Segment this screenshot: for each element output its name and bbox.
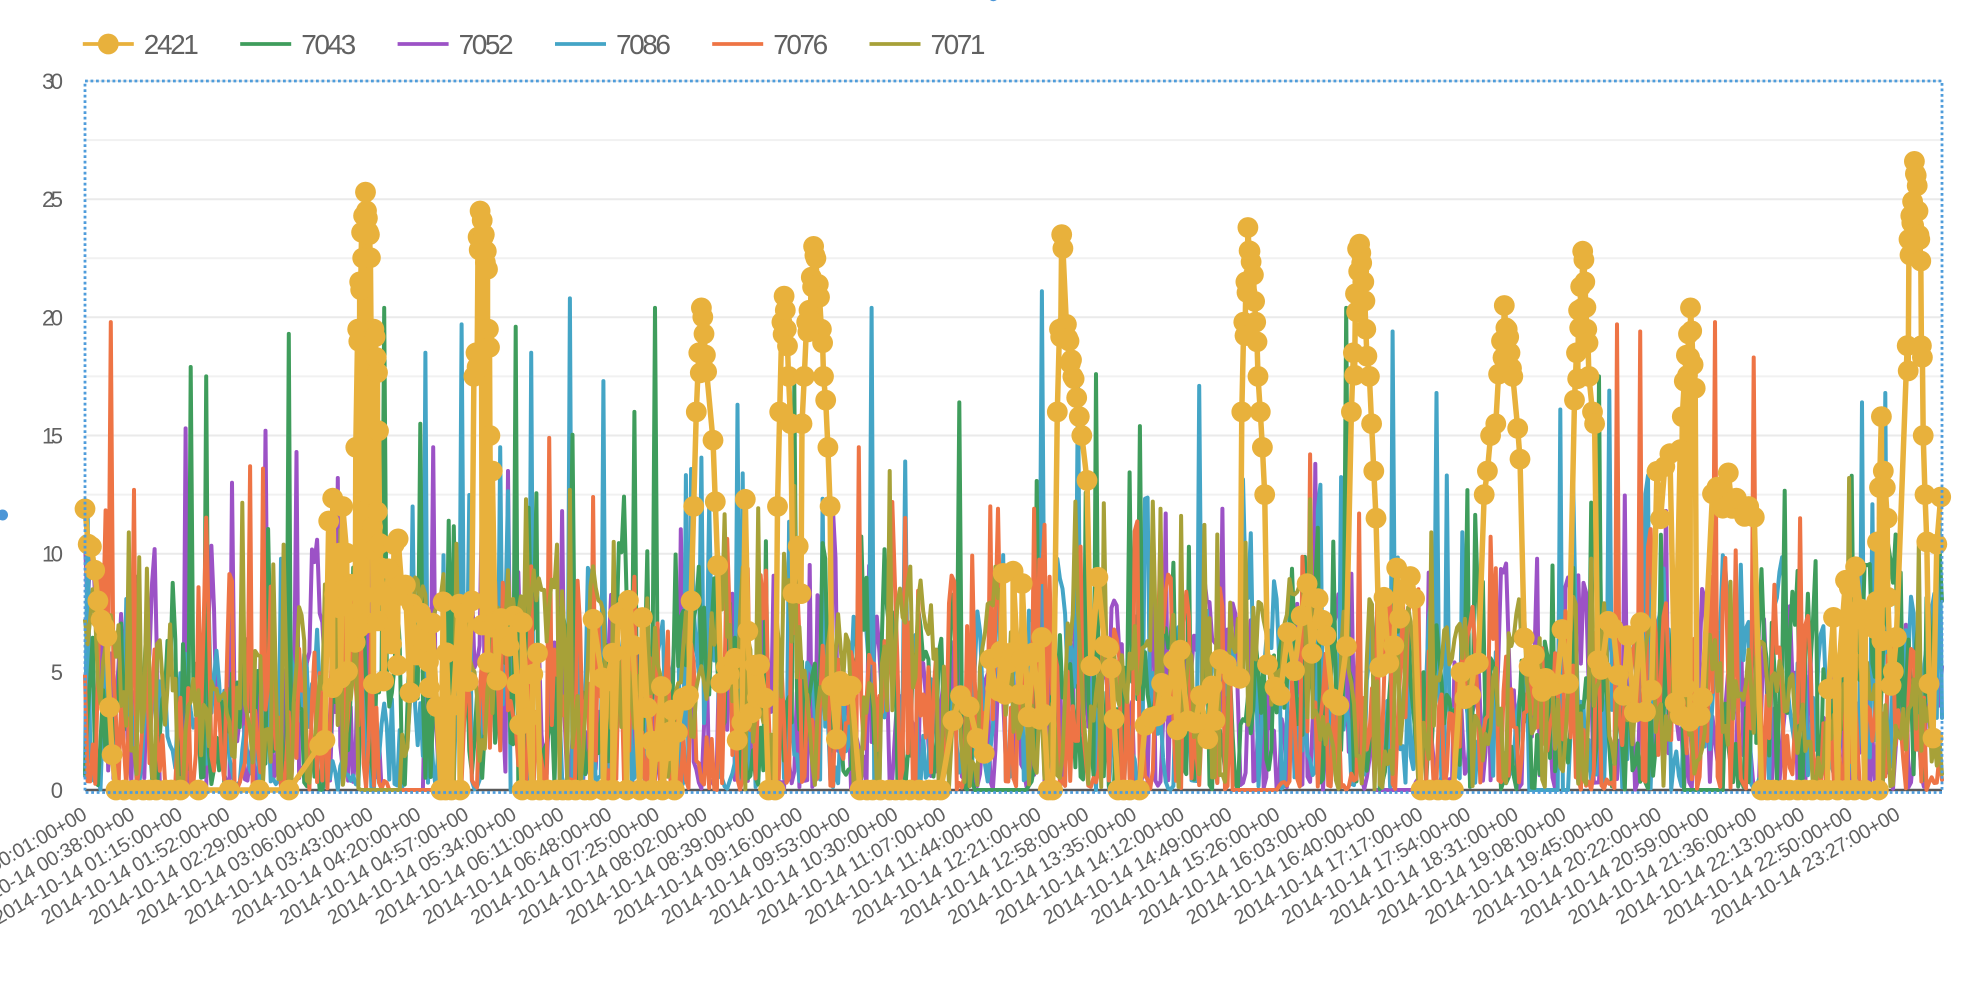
- svg-text:7086: 7086: [616, 29, 671, 60]
- svg-text:20: 20: [42, 305, 63, 330]
- svg-text:2421: 2421: [144, 29, 199, 60]
- svg-text:7052: 7052: [459, 29, 514, 60]
- svg-text:0: 0: [51, 778, 63, 803]
- svg-text:7043: 7043: [301, 29, 356, 60]
- svg-text:25: 25: [42, 187, 63, 212]
- svg-text:7071: 7071: [931, 29, 986, 60]
- svg-text:30: 30: [42, 69, 63, 94]
- svg-text:15: 15: [42, 424, 63, 449]
- svg-text:5: 5: [51, 660, 63, 685]
- svg-text:10: 10: [42, 542, 63, 567]
- svg-text:7076: 7076: [773, 29, 828, 60]
